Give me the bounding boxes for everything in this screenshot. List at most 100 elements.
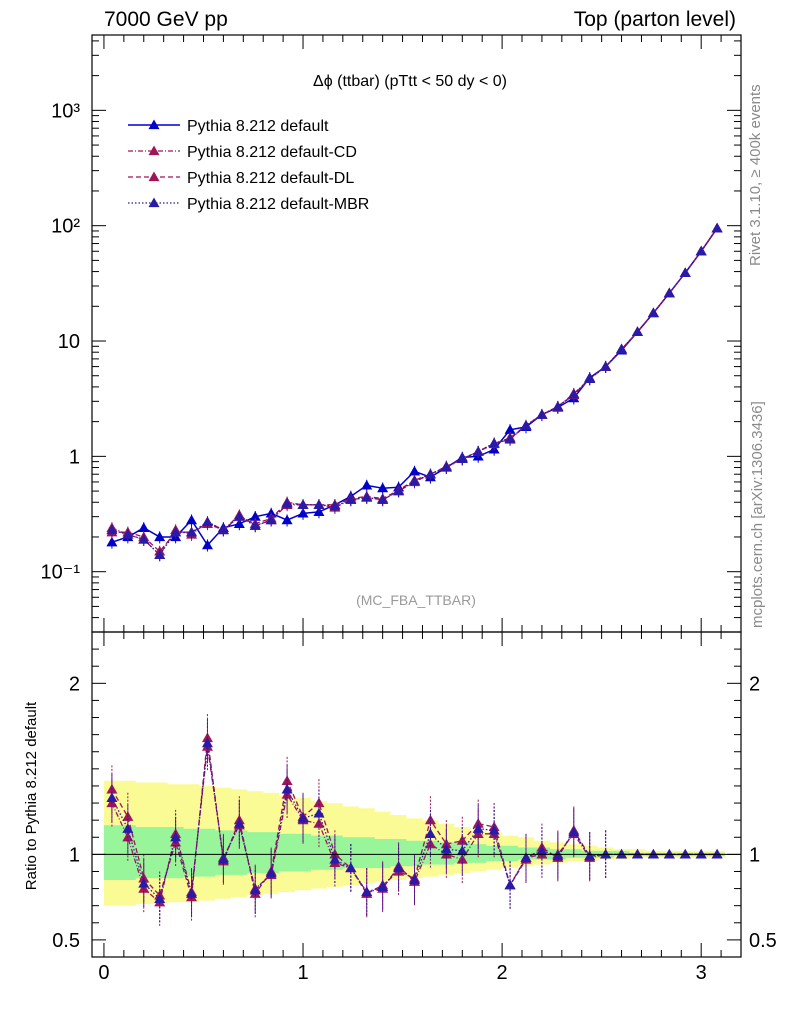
ratio-point	[663, 848, 675, 859]
data-point	[440, 461, 452, 472]
data-point	[695, 245, 707, 256]
ratio-point	[536, 845, 548, 856]
ratio-point	[377, 881, 389, 891]
ratio-point	[409, 874, 421, 885]
ratio-point	[154, 893, 166, 903]
ratio-y-tick-label-right: 1	[749, 844, 760, 866]
data-point	[361, 479, 373, 490]
data-point	[138, 522, 150, 532]
axes: 0 1 2 3 10⁻¹ 1 10 10² 10³ 0.5 0.5 1 1 2 2	[41, 34, 777, 984]
legend-entry-cd: Pythia 8.212 default-CD	[128, 144, 357, 161]
series-line-cd	[111, 227, 718, 556]
ratio-series	[106, 714, 723, 927]
ratio-point	[217, 854, 229, 864]
ratio-y-tick-label-right: 2	[749, 673, 760, 695]
y-tick-label: 10⁻¹	[41, 562, 81, 584]
ratio-point	[345, 862, 357, 873]
ratio-point	[584, 850, 596, 861]
ratio-point	[424, 814, 436, 825]
ratio-point	[504, 879, 516, 890]
ratio-point	[233, 818, 245, 828]
ratio-series-mbr	[106, 719, 723, 923]
data-point	[201, 539, 213, 550]
data-point	[616, 343, 628, 354]
data-point	[424, 468, 436, 479]
data-point	[170, 526, 182, 537]
data-point	[647, 307, 659, 318]
ratio-y-tick-label-right: 0.5	[749, 930, 777, 952]
ratio-point	[472, 823, 484, 833]
data-point	[345, 494, 357, 504]
data-point	[377, 494, 389, 504]
data-point	[584, 373, 596, 383]
data-point	[154, 549, 166, 559]
data-point	[122, 529, 134, 539]
legend-entry-mbr: Pythia 8.212 default-MBR	[128, 196, 369, 213]
legend-label: Pythia 8.212 default-MBR	[187, 196, 369, 213]
ratio-point	[440, 843, 452, 854]
chart-watermark: (MC_FBA_TTBAR)	[356, 592, 476, 608]
data-point	[520, 420, 532, 430]
data-point	[281, 498, 293, 508]
data-point	[138, 534, 150, 544]
ratio-point	[711, 848, 723, 859]
series-line-mbr	[111, 227, 718, 556]
data-point	[249, 520, 261, 530]
chart-title: Δϕ (ttbar) (pTtt < 50 dy < 0)	[313, 73, 507, 90]
y-tick-label: 10²	[51, 216, 80, 238]
data-point	[249, 511, 261, 521]
data-point	[106, 536, 118, 547]
data-point	[281, 514, 293, 525]
ratio-point	[265, 867, 277, 878]
legend-label: Pythia 8.212 default	[187, 118, 329, 135]
y-tick-label: 1	[69, 446, 80, 468]
data-point	[106, 524, 118, 535]
ratio-point	[568, 826, 580, 837]
legend-marker	[148, 145, 160, 156]
data-point	[663, 287, 675, 298]
series-mbr	[106, 222, 723, 562]
data-point	[217, 524, 229, 535]
legend-entry-default: Pythia 8.212 default	[128, 118, 329, 135]
data-point	[233, 511, 245, 521]
ratio-point	[297, 812, 309, 823]
data-point	[409, 465, 421, 476]
ratio-point	[249, 884, 261, 895]
ratio-point	[313, 797, 325, 808]
header-left-label: 7000 GeV pp	[104, 8, 228, 31]
ratio-point	[313, 807, 325, 818]
ratio-band-inner	[103, 825, 726, 880]
ratio-point	[695, 848, 707, 859]
ratio-point	[488, 824, 500, 835]
ratio-point	[679, 848, 691, 859]
data-point	[186, 526, 198, 537]
legend-label: Pythia 8.212 default-DL	[187, 170, 354, 187]
data-point	[329, 500, 341, 511]
data-point	[409, 475, 421, 486]
data-point	[711, 222, 723, 233]
data-point	[472, 446, 484, 456]
y-tick-label: 10	[58, 331, 80, 353]
x-tick-label: 0	[98, 962, 109, 984]
data-point	[552, 401, 564, 411]
series-line-default	[111, 227, 718, 547]
ratio-point	[393, 862, 405, 873]
x-tick-label: 2	[497, 962, 508, 984]
ratio-point	[616, 848, 628, 859]
main-series	[106, 222, 723, 562]
x-tick-label: 1	[297, 962, 308, 984]
data-point	[377, 482, 389, 493]
data-point	[504, 433, 516, 443]
data-point	[679, 267, 691, 277]
ratio-point	[122, 823, 134, 833]
ratio-y-tick-label: 2	[69, 673, 80, 695]
ratio-bands	[103, 780, 726, 906]
x-tick-label: 3	[696, 962, 707, 984]
data-point	[297, 499, 309, 509]
data-point	[393, 485, 405, 496]
ratio-point	[456, 845, 468, 856]
ratio-point	[170, 831, 182, 842]
legend-marker	[148, 197, 160, 208]
ratio-point	[520, 852, 532, 862]
